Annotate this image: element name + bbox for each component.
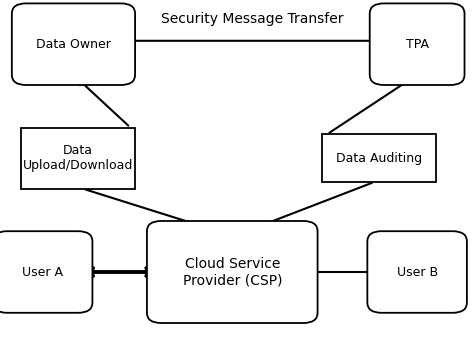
FancyBboxPatch shape: [21, 128, 135, 189]
Text: User B: User B: [397, 266, 438, 278]
Text: TPA: TPA: [406, 38, 428, 51]
Text: Cloud Service
Provider (CSP): Cloud Service Provider (CSP): [182, 257, 282, 287]
FancyBboxPatch shape: [0, 231, 92, 313]
Text: User A: User A: [22, 266, 63, 278]
FancyBboxPatch shape: [367, 231, 467, 313]
FancyBboxPatch shape: [322, 134, 436, 182]
Text: Data Auditing: Data Auditing: [336, 152, 422, 165]
FancyBboxPatch shape: [370, 3, 465, 85]
FancyBboxPatch shape: [12, 3, 135, 85]
Text: Data Owner: Data Owner: [36, 38, 111, 51]
Text: Data
Upload/Download: Data Upload/Download: [23, 144, 133, 172]
FancyBboxPatch shape: [147, 221, 318, 323]
Text: Security Message Transfer: Security Message Transfer: [161, 12, 344, 26]
